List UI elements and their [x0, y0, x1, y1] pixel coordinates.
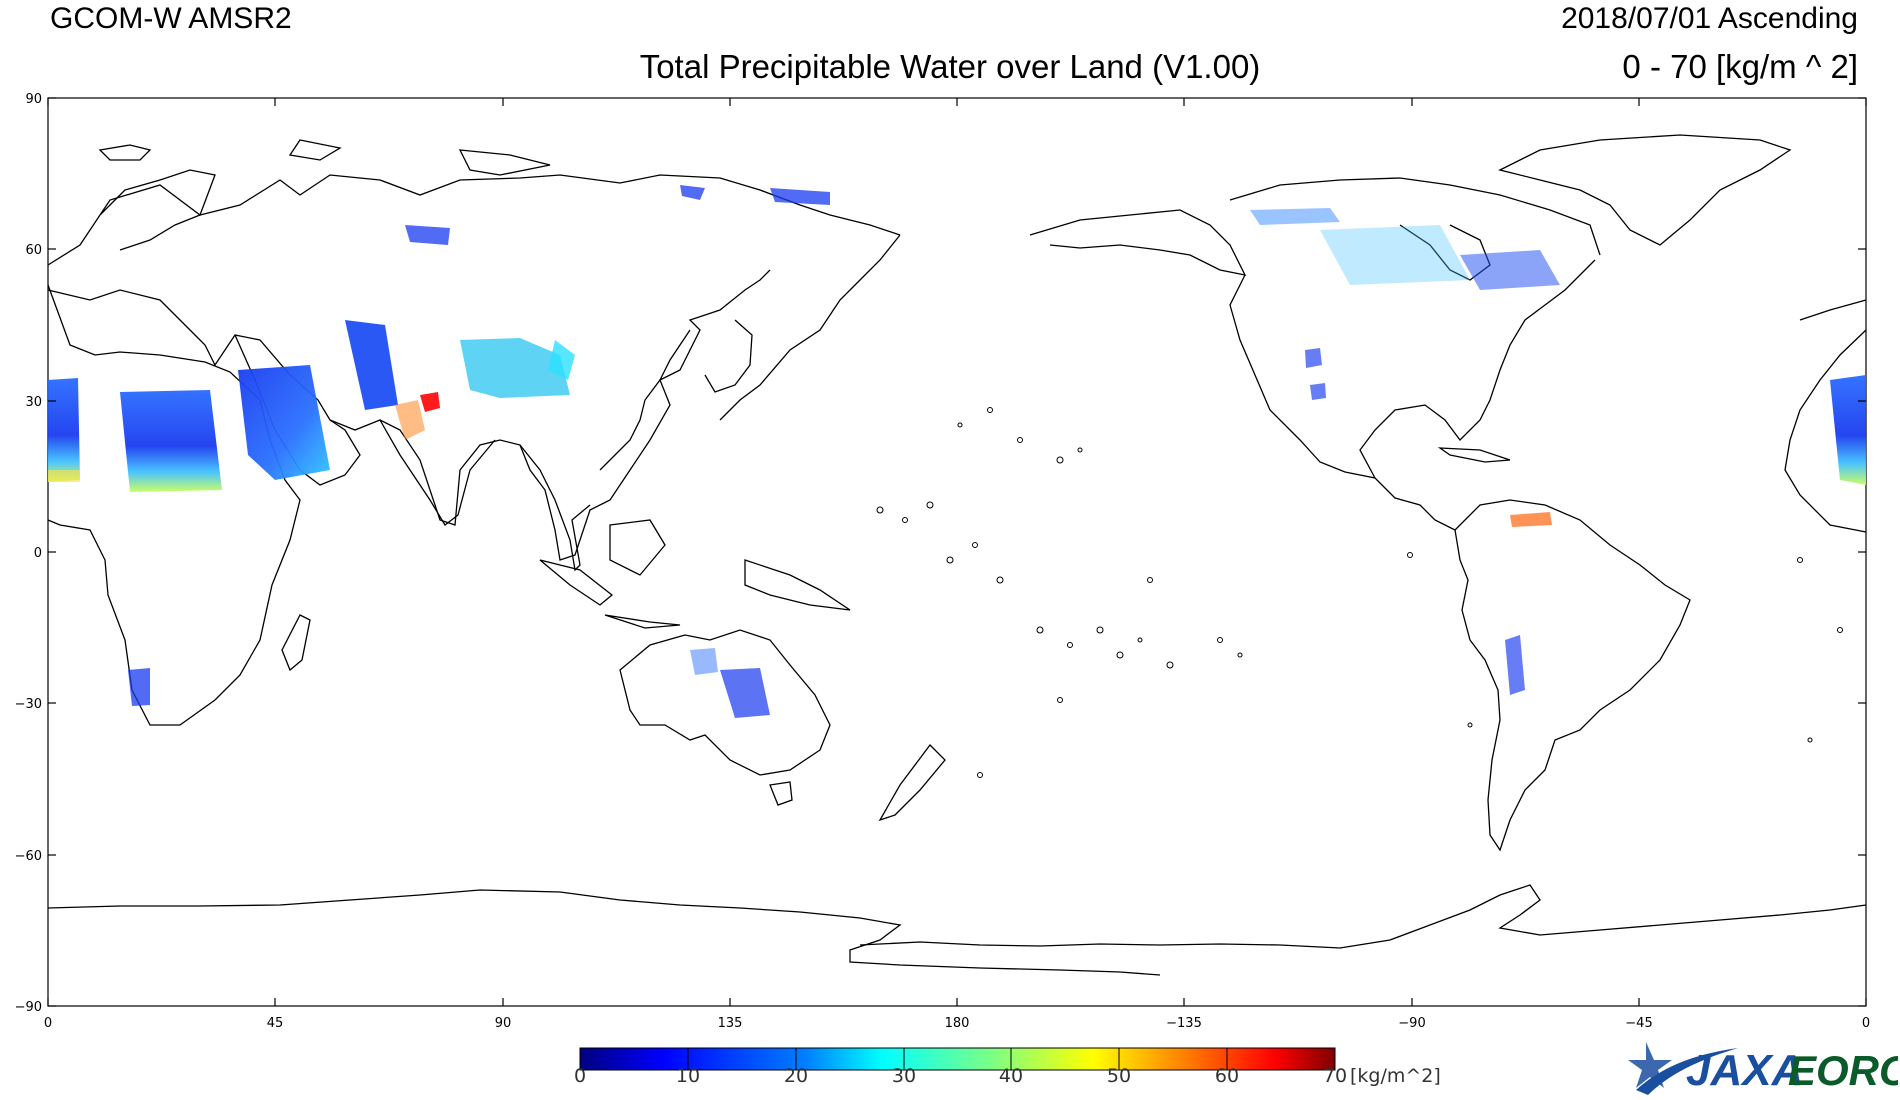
data-s-africa — [128, 668, 150, 706]
data-us-2 — [1310, 383, 1326, 400]
coast-na-west — [1229, 274, 1456, 531]
jaxa-eorc-logo: JAXA EORC — [1628, 1042, 1898, 1095]
x-tick-label: −135 — [1166, 1016, 1202, 1031]
colorbar-gradient — [579, 1047, 1336, 1071]
data-australia-2 — [690, 648, 718, 675]
coast-eurasia-south — [47, 269, 771, 561]
logo-agency-text: JAXA — [1686, 1046, 1803, 1095]
date-orbit-label: 2018/07/01 Ascending — [1561, 2, 1858, 35]
data-canada-1 — [1250, 208, 1340, 225]
x-tick-label: −45 — [1625, 1016, 1652, 1031]
coast-cuba — [1437, 447, 1511, 463]
coast-india — [379, 419, 496, 526]
coast-africa — [47, 284, 301, 726]
coast-sumatra — [539, 559, 614, 606]
data-iran — [345, 320, 398, 410]
data-central-asia-2 — [548, 340, 575, 380]
data-andes — [1505, 635, 1525, 695]
y-tick-label: −90 — [15, 1000, 42, 1015]
coast-antarctica-west — [47, 889, 1161, 976]
data-colombia — [1510, 512, 1552, 527]
colorbar-tick-label: 50 — [1107, 1065, 1131, 1087]
colorbar-unit: [kg/m^2] — [1350, 1065, 1441, 1087]
coast-antarctica-east — [859, 884, 1867, 949]
data-siberia-1 — [405, 225, 450, 245]
map-frame — [47, 97, 1867, 1007]
coast-se-asia — [519, 444, 591, 572]
coast-iberia — [1799, 299, 1867, 321]
data-siberia-2 — [770, 188, 830, 205]
colorbar-tick-label: 60 — [1215, 1065, 1239, 1087]
logo-center-text: EORC — [1788, 1047, 1898, 1094]
x-tick-label: −90 — [1398, 1016, 1425, 1031]
data-siberia-3 — [680, 185, 705, 200]
y-tick-label: 90 — [25, 92, 42, 107]
colorbar-tick-label: 20 — [784, 1065, 808, 1087]
data-canada-3 — [1460, 250, 1560, 290]
x-tick-label: 45 — [267, 1016, 284, 1031]
data-us-1 — [1305, 348, 1322, 368]
x-axis: 0 45 90 135 180 −135 −90 −45 0 — [44, 98, 1870, 1031]
coast-severnaya — [458, 149, 551, 176]
map-title: Total Precipitable Water over Land (V1.0… — [639, 48, 1261, 85]
coast-newzealand — [878, 744, 946, 822]
satellite-label: GCOM-W AMSR2 — [50, 2, 292, 35]
coast-kamchatka — [719, 234, 901, 421]
coast-japan — [704, 319, 753, 393]
coast-tasmania — [769, 781, 793, 806]
tpw-data — [48, 185, 1866, 718]
coast-greenland — [1498, 134, 1792, 246]
data-india-warm — [395, 400, 425, 440]
coast-borneo — [609, 519, 666, 576]
coast-west-africa-right — [1784, 329, 1867, 533]
coast-novaya — [288, 139, 342, 161]
data-central-asia — [460, 338, 570, 398]
colorbar-tick-label: 70 — [1323, 1065, 1347, 1087]
data-canada-2 — [1320, 225, 1470, 285]
y-tick-label: −30 — [15, 697, 42, 712]
x-tick-label: 0 — [44, 1016, 52, 1031]
data-pakistan-red — [420, 392, 440, 412]
x-tick-label: 0 — [1862, 1016, 1870, 1031]
data-sahara-south-edge — [48, 470, 80, 482]
x-tick-label: 180 — [945, 1016, 970, 1031]
jaxa-swoosh-icon — [1628, 1042, 1738, 1095]
range-label: 0 - 70 [kg/m ^ 2] — [1622, 48, 1858, 85]
coast-scandinavia — [99, 169, 216, 251]
data-sahara-central — [120, 390, 222, 492]
data-sahara-east-edge — [1830, 375, 1866, 485]
colorbar-tick-label: 10 — [676, 1065, 700, 1087]
colorbar-tick-label: 40 — [999, 1065, 1023, 1087]
y-axis: 90 60 30 0 −30 −60 −90 — [15, 92, 1866, 1015]
data-arabia — [238, 365, 330, 480]
coast-na-gulf — [1359, 259, 1596, 479]
y-tick-label: −60 — [15, 849, 42, 864]
coast-australia — [619, 629, 831, 776]
coast-hudson — [1399, 224, 1491, 281]
pacific-islands — [876, 407, 1843, 778]
coast-newguinea — [744, 559, 851, 611]
coast-iceland — [98, 144, 152, 161]
coast-canada-arctic — [1229, 177, 1601, 256]
coast-south-america — [1454, 499, 1691, 852]
colorbar: 0 10 20 30 40 50 60 70 [kg/m^2] — [574, 1047, 1441, 1087]
coast-madagascar — [281, 614, 311, 672]
y-tick-label: 30 — [25, 395, 42, 410]
colorbar-tick-label: 30 — [892, 1065, 916, 1087]
colorbar-tick-label: 0 — [574, 1065, 586, 1087]
coast-korea-china — [599, 329, 691, 471]
data-sahara-west — [48, 378, 80, 482]
y-tick-label: 0 — [34, 546, 42, 561]
x-tick-label: 90 — [495, 1016, 512, 1031]
y-tick-label: 60 — [25, 243, 42, 258]
data-australia-1 — [720, 668, 770, 718]
x-tick-label: 135 — [718, 1016, 743, 1031]
coast-java — [604, 614, 681, 629]
